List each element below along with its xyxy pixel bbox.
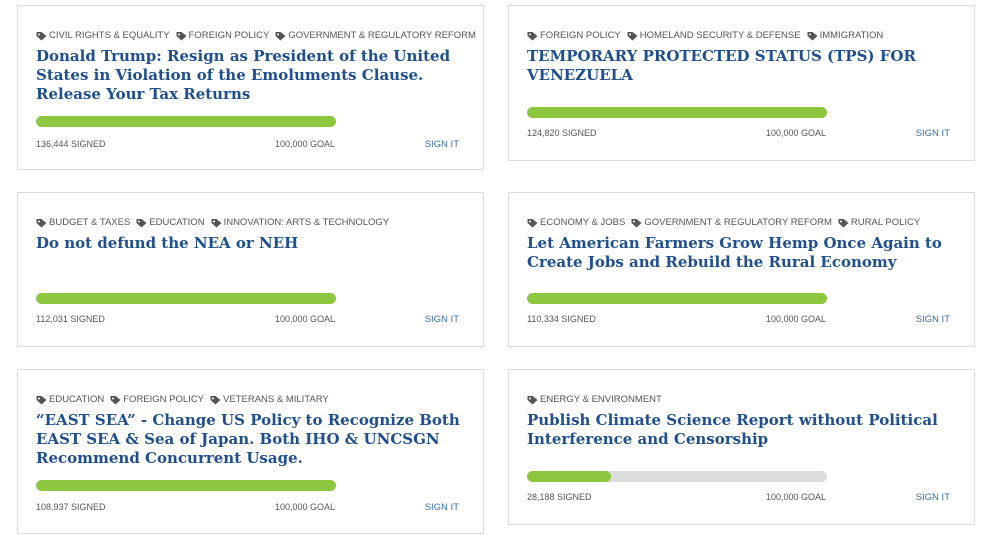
signature-goal: 100,000 GOAL (765, 492, 826, 502)
tag[interactable]: EDUCATION (136, 217, 205, 228)
petition-title-link[interactable]: “EAST SEA” - Change US Policy to Recogni… (36, 411, 460, 467)
progress-bar-fill (527, 471, 611, 482)
sign-it-link[interactable]: SIGN IT (424, 314, 459, 325)
tag-icon (838, 218, 849, 228)
tag[interactable]: HOMELAND SECURITY & DEFENSE (627, 30, 801, 41)
progress-bar (527, 471, 827, 482)
petition-tags: EDUCATION FOREIGN POLICY VETERANS & MILITA… (36, 394, 335, 405)
tag-label: VETERANS & MILITARY (223, 394, 329, 405)
tag[interactable]: GOVERNMENT & REGULATORY REFORM (631, 217, 832, 228)
tag-label: FOREIGN POLICY (123, 394, 205, 405)
tag-icon (627, 31, 638, 41)
sign-it-link[interactable]: SIGN IT (424, 139, 459, 150)
tag[interactable]: CIVIL RIGHTS & EQUALITY (36, 30, 170, 41)
tag-label: ENERGY & ENVIRONMENT (540, 394, 662, 405)
signature-count: 28,188 SIGNED (527, 492, 592, 502)
petition-tags: BUDGET & TAXES EDUCATION INNOVATION: ARTS … (36, 217, 395, 228)
signature-count: 110,334 SIGNED (527, 314, 596, 324)
tag-icon (210, 395, 221, 405)
petition-card: CIVIL RIGHTS & EQUALITY FOREIGN POLICY GOV… (17, 5, 484, 170)
tag-label: BUDGET & TAXES (49, 217, 131, 228)
tag-label: IMMIGRATION (819, 30, 884, 41)
signature-goal: 100,000 GOAL (274, 139, 335, 149)
signature-count: 124,820 SIGNED (527, 128, 597, 138)
tag-label: GOVERNMENT & REGULATORY REFORM (288, 30, 476, 41)
petition-tags: FOREIGN POLICY HOMELAND SECURITY & DEFENS… (527, 30, 889, 41)
tag[interactable]: RURAL POLICY (838, 217, 920, 228)
progress-bar-fill (36, 293, 336, 304)
tag[interactable]: BUDGET & TAXES (36, 217, 130, 228)
signature-count: 136,444 SIGNED (36, 139, 106, 149)
tag-icon (527, 31, 538, 41)
progress-bar (36, 293, 336, 304)
tag-label: EDUCATION (149, 217, 205, 228)
tag-icon (36, 218, 47, 228)
tag[interactable]: GOVERNMENT & REGULATORY REFORM (275, 30, 476, 41)
tag-label: GOVERNMENT & REGULATORY REFORM (644, 217, 832, 228)
tag-label: ECONOMY & JOBS (540, 217, 626, 228)
tag[interactable]: INNOVATION: ARTS & TECHNOLOGY (211, 217, 390, 228)
tag-icon (527, 395, 538, 405)
tag[interactable]: FOREIGN POLICY (110, 394, 204, 405)
progress-bar (36, 116, 336, 127)
petition-tags: CIVIL RIGHTS & EQUALITY FOREIGN POLICY GOV… (36, 30, 482, 41)
progress-bar-fill (527, 293, 827, 304)
tag[interactable]: IMMIGRATION (807, 30, 884, 41)
progress-bar-fill (36, 116, 336, 127)
tag[interactable]: EDUCATION (36, 394, 104, 405)
tag-icon (176, 31, 187, 41)
signature-goal: 100,000 GOAL (765, 128, 826, 138)
signature-count: 108,937 SIGNED (36, 502, 106, 512)
tag[interactable]: FOREIGN POLICY (176, 30, 270, 41)
signature-goal: 100,000 GOAL (765, 314, 826, 324)
tag-label: CIVIL RIGHTS & EQUALITY (49, 30, 170, 41)
petition-tags: ENERGY & ENVIRONMENT (527, 394, 668, 405)
petition-title-link[interactable]: Do not defund the NEA or NEH (36, 234, 299, 252)
petition-title-link[interactable]: Publish Climate Science Report without P… (527, 411, 938, 448)
tag-label: HOMELAND SECURITY & DEFENSE (639, 30, 801, 41)
petition-card: BUDGET & TAXES EDUCATION INNOVATION: ARTS … (17, 192, 484, 347)
petition-card: ECONOMY & JOBS GOVERNMENT & REGULATORY RE… (508, 192, 975, 347)
tag-icon (136, 218, 147, 228)
tag-label: FOREIGN POLICY (188, 30, 270, 41)
sign-it-link[interactable]: SIGN IT (915, 128, 950, 139)
tag-label: INNOVATION: ARTS & TECHNOLOGY (223, 217, 390, 228)
tag-label: EDUCATION (49, 394, 105, 405)
petition-tags: ECONOMY & JOBS GOVERNMENT & REGULATORY RE… (527, 217, 926, 228)
sign-it-link[interactable]: SIGN IT (424, 502, 459, 513)
tag[interactable]: ENERGY & ENVIRONMENT (527, 394, 662, 405)
tag[interactable]: VETERANS & MILITARY (210, 394, 329, 405)
progress-bar-fill (527, 107, 827, 118)
petition-card: FOREIGN POLICY HOMELAND SECURITY & DEFENS… (508, 5, 975, 161)
petition-title-link[interactable]: Donald Trump: Resign as President of the… (36, 47, 451, 103)
signature-goal: 100,000 GOAL (274, 314, 335, 324)
progress-bar (527, 107, 827, 118)
progress-bar (527, 293, 827, 304)
tag-icon (807, 31, 818, 41)
tag-icon (211, 218, 222, 228)
tag[interactable]: FOREIGN POLICY (527, 30, 621, 41)
sign-it-link[interactable]: SIGN IT (915, 314, 950, 325)
tag-icon (36, 395, 47, 405)
petition-title-link[interactable]: TEMPORARY PROTECTED STATUS (TPS) FOR VEN… (527, 47, 916, 84)
progress-bar (36, 480, 336, 491)
tag-icon (36, 31, 47, 41)
signature-count: 112,031 SIGNED (36, 314, 105, 324)
sign-it-link[interactable]: SIGN IT (915, 492, 950, 503)
tag-icon (527, 218, 538, 228)
signature-goal: 100,000 GOAL (274, 502, 335, 512)
petition-card: EDUCATION FOREIGN POLICY VETERANS & MILITA… (17, 369, 484, 534)
tag[interactable]: ECONOMY & JOBS (527, 217, 625, 228)
tag-label: RURAL POLICY (850, 217, 921, 228)
tag-icon (110, 395, 121, 405)
tag-icon (275, 31, 286, 41)
tag-icon (631, 218, 642, 228)
petition-title-link[interactable]: Let American Farmers Grow Hemp Once Agai… (527, 234, 942, 271)
progress-bar-fill (36, 480, 336, 491)
tag-label: FOREIGN POLICY (540, 30, 621, 41)
petition-card: ENERGY & ENVIRONMENT Publish Climate Scie… (508, 369, 975, 525)
